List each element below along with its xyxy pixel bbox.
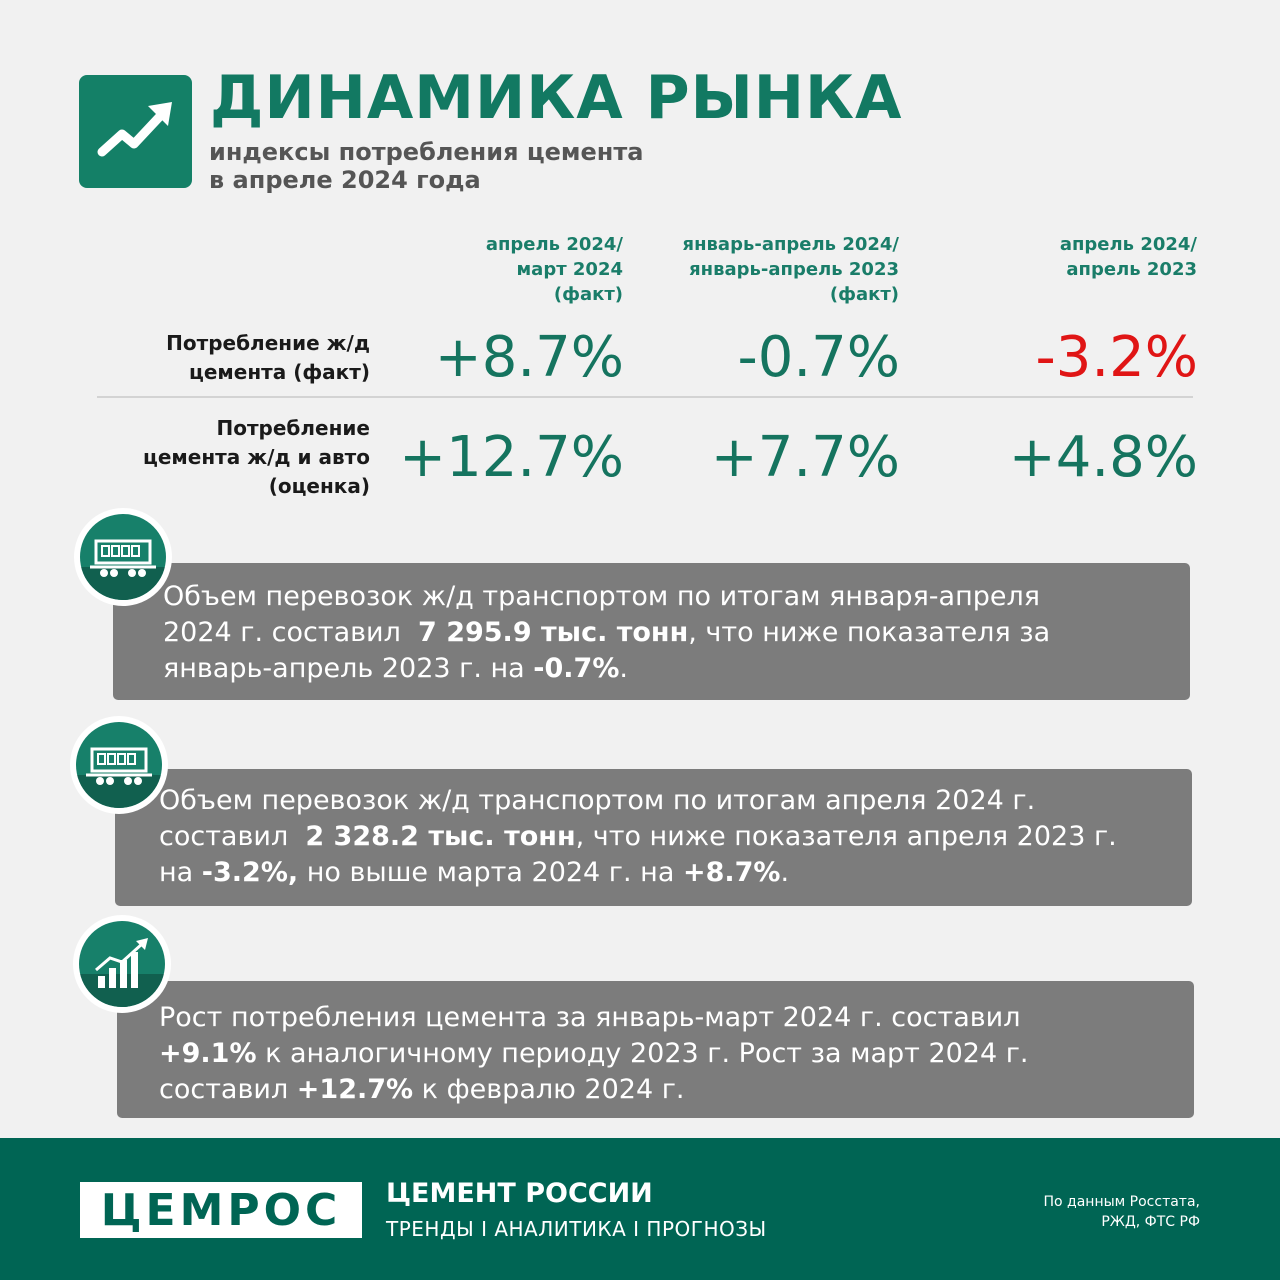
info-box-q1-growth: Рост потребления цемента за январь-март … bbox=[117, 981, 1194, 1118]
info-text-segment: составил bbox=[159, 1074, 297, 1105]
value-cell: -0.7% bbox=[737, 325, 900, 390]
subtitle-line: в апреле 2024 года bbox=[209, 166, 481, 194]
column-header-line: апрель 2024/ bbox=[1059, 234, 1197, 255]
info-icon-badge bbox=[74, 508, 172, 606]
row-label-line: цемента (факт) bbox=[189, 360, 370, 384]
info-highlight: +9.1% bbox=[159, 1038, 257, 1069]
info-text-segment: к февралю 2024 г. bbox=[413, 1074, 685, 1105]
info-text-segment: , что ниже показателя апреля 2023 г. bbox=[575, 821, 1117, 852]
column-header-line: апрель 2024/ bbox=[485, 234, 623, 255]
brand-title: ЦЕМЕНТ РОССИИ bbox=[386, 1178, 653, 1209]
column-header-apr-mar: апрель 2024/ март 2024 (факт) bbox=[486, 232, 623, 307]
info-text-segment: , что ниже показателя за bbox=[688, 617, 1051, 648]
info-text-segment: составил bbox=[159, 821, 306, 852]
info-highlight: -3.2%, bbox=[201, 857, 299, 888]
info-text-segment: Рост потребления цемента за январь-март … bbox=[159, 1002, 1021, 1033]
value-cell: +12.7% bbox=[399, 425, 624, 490]
info-text-segment: . bbox=[619, 653, 628, 684]
row-label-line: цемента ж/д и авто bbox=[143, 445, 370, 469]
info-text-segment: январь-апрель 2023 г. на bbox=[163, 653, 534, 684]
info-text-segment: на bbox=[159, 857, 202, 888]
value-cell: +7.7% bbox=[710, 425, 900, 490]
info-highlight: -0.7% bbox=[533, 653, 620, 684]
info-icon-badge bbox=[70, 716, 168, 814]
info-text: Объем перевозок ж/д транспортом по итога… bbox=[163, 579, 1190, 687]
info-box-jan-apr: Объем перевозок ж/д транспортом по итога… bbox=[113, 563, 1190, 700]
column-header-apr-apr: апрель 2024/ апрель 2023 bbox=[1060, 232, 1197, 282]
info-text-segment: но выше марта 2024 г. на bbox=[298, 857, 683, 888]
row-label-line: Потребление bbox=[216, 416, 370, 440]
info-text-segment: 2024 г. составил bbox=[163, 617, 419, 648]
info-highlight: +8.7% bbox=[682, 857, 781, 888]
info-highlight: 2 328.2 тыс. тонн bbox=[305, 821, 576, 852]
info-highlight: 7 295.9 тыс. тонн bbox=[418, 617, 689, 648]
info-text-segment: Объем перевозок ж/д транспортом по итога… bbox=[163, 581, 1040, 612]
column-header-jan-apr: январь-апрель 2024/ январь-апрель 2023 (… bbox=[683, 232, 899, 307]
row-label-rail: Потребление ж/д цемента (факт) bbox=[166, 329, 370, 387]
table-divider bbox=[97, 396, 1193, 398]
info-text-segment: Объем перевозок ж/д транспортом по итога… bbox=[159, 785, 1036, 816]
growth-chart-icon bbox=[95, 938, 148, 988]
info-text: Рост потребления цемента за январь-март … bbox=[159, 1000, 1194, 1108]
column-header-line: (факт) bbox=[553, 284, 623, 305]
info-box-april: Объем перевозок ж/д транспортом по итога… bbox=[115, 769, 1192, 906]
column-header-line: апрель 2023 bbox=[1066, 259, 1197, 280]
value-cell-negative: -3.2% bbox=[1035, 325, 1198, 390]
row-label-line: Потребление ж/д bbox=[166, 331, 370, 355]
info-highlight: +12.7% bbox=[296, 1074, 414, 1105]
row-label-line: (оценка) bbox=[268, 474, 370, 498]
brand-tagline: ТРЕНДЫ І АНАЛИТИКА І ПРОГНОЗЫ bbox=[386, 1217, 767, 1241]
info-text: Объем перевозок ж/д транспортом по итога… bbox=[159, 783, 1192, 891]
column-header-line: (факт) bbox=[829, 284, 899, 305]
page-subtitle: индексы потребления цемента в апреле 202… bbox=[209, 138, 909, 194]
source-line: По данным Росстата, bbox=[1043, 1194, 1201, 1210]
railcar-icon bbox=[90, 539, 156, 577]
column-header-line: март 2024 bbox=[516, 259, 623, 280]
page-title: ДИНАМИКА РЫНКА bbox=[210, 63, 903, 133]
row-label-rail-auto: Потребление цемента ж/д и авто (оценка) bbox=[143, 414, 370, 501]
column-header-line: январь-апрель 2023 bbox=[689, 259, 899, 280]
railcar-icon bbox=[86, 747, 152, 785]
trend-up-arrow-icon bbox=[97, 101, 172, 156]
info-text-segment: . bbox=[780, 857, 790, 888]
logo-tile bbox=[79, 75, 192, 188]
value-cell: +4.8% bbox=[1008, 425, 1198, 490]
source-line: РЖД, ФТС РФ bbox=[1101, 1214, 1200, 1230]
value-cell: +8.7% bbox=[434, 325, 624, 390]
column-header-line: январь-апрель 2024/ bbox=[682, 234, 899, 255]
brand-logo: ЦЕМРОС bbox=[80, 1182, 362, 1238]
source-note: По данным Росстата, РЖД, ФТС РФ bbox=[1044, 1192, 1201, 1232]
info-text-segment: к аналогичному периоду 2023 г. Рост за м… bbox=[256, 1038, 1029, 1069]
subtitle-line: индексы потребления цемента bbox=[209, 138, 644, 166]
info-icon-badge bbox=[73, 915, 171, 1013]
